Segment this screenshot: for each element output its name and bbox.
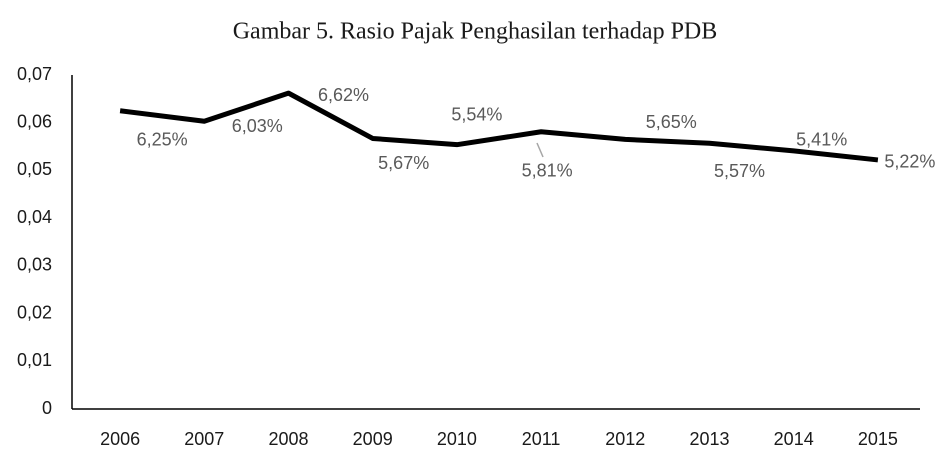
data-label: 5,81% [522, 161, 573, 181]
chart-title: Gambar 5. Rasio Pajak Penghasilan terhad… [233, 19, 718, 45]
data-label: 6,03% [232, 116, 283, 136]
x-tick-label: 2014 [774, 429, 814, 449]
leader-line [536, 142, 544, 158]
data-label: 5,22% [884, 152, 935, 172]
y-tick-label: 0 [42, 398, 52, 418]
y-tick-label: 0,01 [17, 350, 52, 370]
x-tick-label: 2008 [268, 429, 308, 449]
line [119, 90, 879, 163]
data-label: 6,25% [137, 130, 188, 150]
x-tick-label: 2007 [184, 429, 224, 449]
y-tick-label: 0,04 [17, 207, 52, 227]
y-tick-label: 0,06 [17, 111, 52, 131]
x-tick-label: 2009 [353, 429, 393, 449]
x-tick-label: 2010 [437, 429, 477, 449]
x-tick-label: 2015 [858, 429, 898, 449]
y-tick-label: 0,07 [17, 64, 52, 84]
data-label: 5,41% [796, 130, 847, 150]
x-tick-label: 2012 [605, 429, 645, 449]
y-tick-label: 0,05 [17, 159, 52, 179]
y-tick-label: 0,03 [17, 255, 52, 275]
data-label: 6,62% [318, 85, 369, 105]
x-tick-label: 2006 [100, 429, 140, 449]
x-tick-label: 2011 [522, 429, 561, 449]
data-label: 5,65% [646, 112, 697, 132]
data-label: 5,57% [714, 161, 765, 181]
data-label: 5,67% [378, 153, 429, 173]
y-tick-label: 0,02 [17, 302, 52, 322]
data-label: 5,54% [451, 104, 502, 124]
x-tick-label: 2013 [689, 429, 729, 449]
